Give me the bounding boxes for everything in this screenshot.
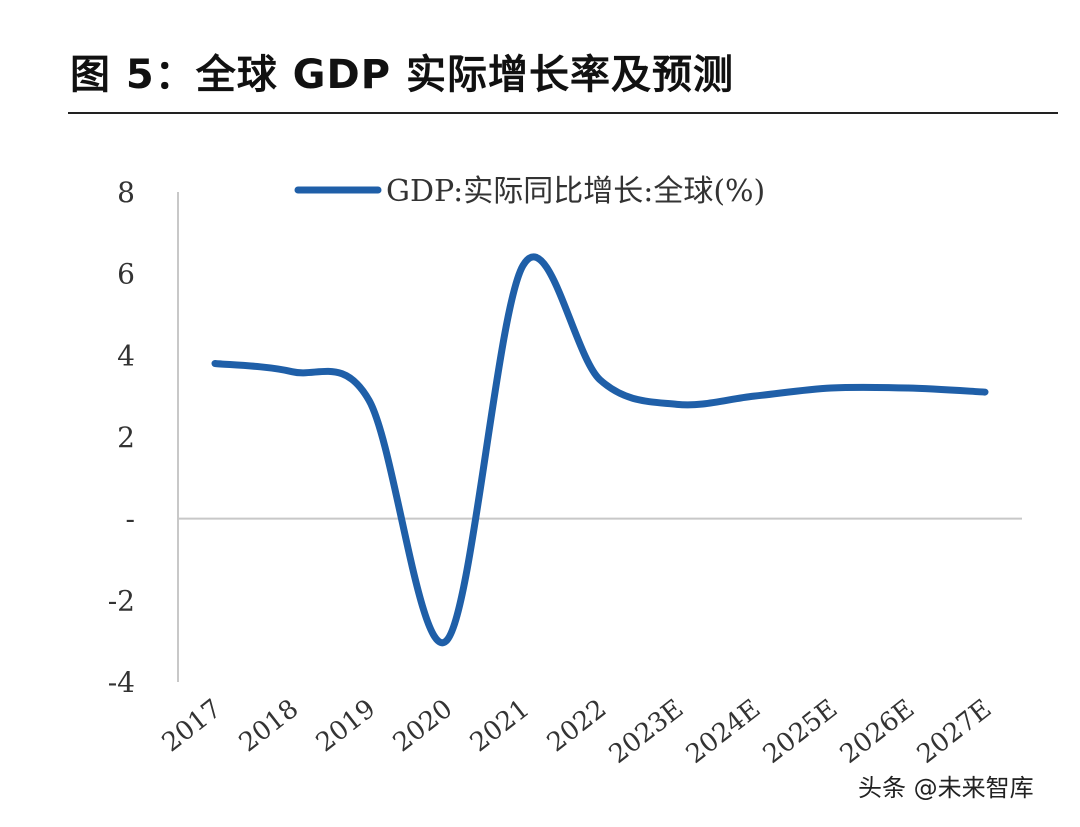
x-tick-labels: 2017 2018 2019 2020 2021 20222023E2024E2025E2… <box>157 694 998 770</box>
x-tick-label: 2020 <box>388 694 459 758</box>
figure-title: 图 5：全球 GDP 实际增长率及预测 <box>70 52 734 98</box>
x-tick-label: 2017 <box>157 694 228 758</box>
y-tick-label: - <box>126 503 135 536</box>
y-tick-label: -4 <box>108 666 135 699</box>
x-tick-label: 2024E <box>681 694 767 770</box>
y-tick-labels: 8 6 4 2 - -2 -4 <box>108 176 135 699</box>
series-line-gdp <box>211 253 989 647</box>
x-tick-label: 2022 <box>542 694 613 758</box>
x-tick-label: 2018 <box>234 694 305 758</box>
y-tick-label: 6 <box>117 258 135 291</box>
legend-label: GDP:实际同比增长:全球(%) <box>386 174 765 209</box>
legend: GDP:实际同比增长:全球(%) <box>294 174 765 209</box>
watermark-text: 头条 @未来智库 <box>858 774 1034 802</box>
title-divider <box>68 112 1058 114</box>
y-tick-label: -2 <box>108 584 135 617</box>
y-tick-label: 8 <box>117 176 135 209</box>
x-tick-label: 2019 <box>311 694 382 758</box>
x-tick-label: 2026E <box>835 694 921 770</box>
x-tick-label: 2025E <box>758 694 844 770</box>
y-tick-label: 2 <box>117 421 135 454</box>
x-tick-label: 2027E <box>912 694 998 770</box>
x-tick-label: 2023E <box>604 694 690 770</box>
x-tick-label: 2021 <box>465 694 536 758</box>
y-tick-label: 4 <box>117 339 135 372</box>
